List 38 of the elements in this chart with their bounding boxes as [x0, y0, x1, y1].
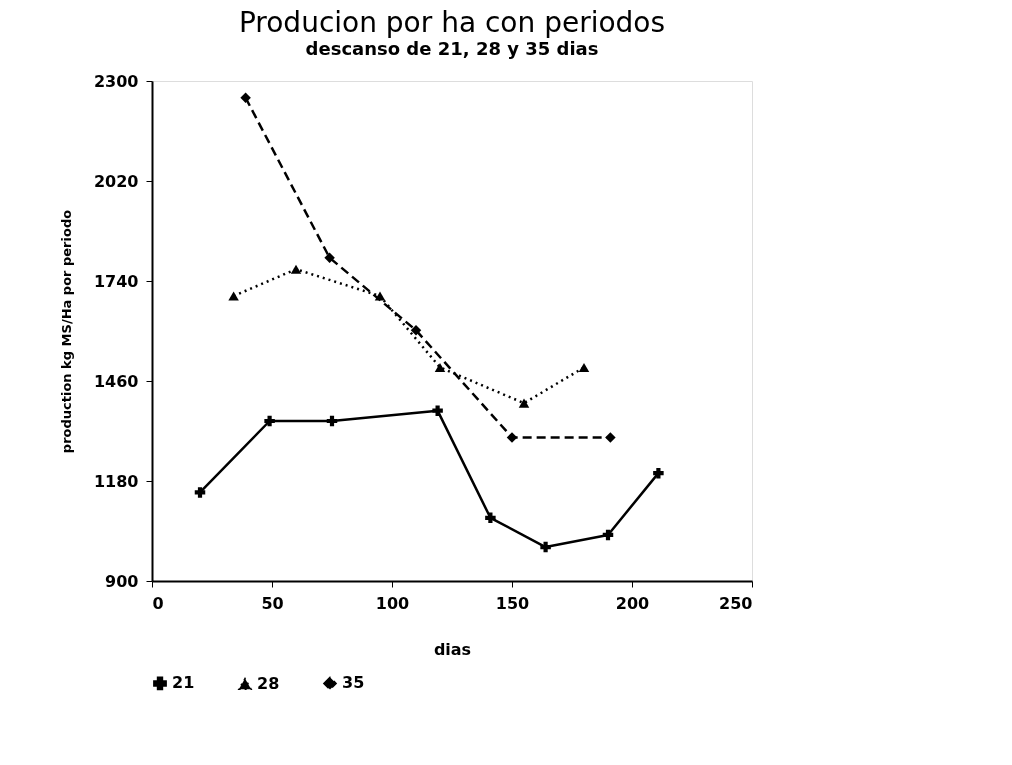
point	[602, 529, 614, 541]
x-tick-label: 200	[615, 593, 650, 613]
point	[578, 362, 590, 372]
y-tick-label: 1180	[93, 471, 139, 491]
y-tick-label: 2300	[93, 71, 139, 91]
point	[228, 291, 239, 301]
y-tick-label: 2020	[93, 171, 139, 191]
y-tick-label: 1460	[93, 371, 139, 391]
point	[653, 467, 664, 479]
point	[506, 432, 518, 443]
y-tick-label: 900	[105, 571, 139, 591]
point	[434, 362, 446, 372]
point	[374, 291, 386, 301]
legend-label: 28	[257, 673, 280, 693]
legend-label: 21	[172, 673, 195, 693]
point	[518, 398, 530, 408]
chart-subtitle: descanso de 21, 28 y 35 dias	[305, 38, 599, 59]
point	[240, 92, 251, 104]
x-tick-label: 100	[375, 593, 410, 613]
x-axis-title: dias	[433, 639, 472, 659]
x-tick-label: 150	[495, 593, 530, 613]
point	[194, 487, 206, 498]
point	[290, 264, 302, 274]
chart-title: Producion por ha con periodos	[238, 6, 666, 39]
point	[326, 415, 338, 427]
point	[605, 432, 616, 443]
point	[432, 405, 443, 416]
legend-label: 35	[342, 673, 365, 693]
x-tick-label: 0	[152, 593, 164, 613]
y-tick-label: 1740	[93, 271, 139, 291]
point	[264, 415, 275, 427]
point	[485, 512, 496, 524]
point	[540, 541, 551, 553]
x-tick-label: 50	[261, 593, 284, 613]
point	[324, 252, 335, 264]
point	[410, 325, 422, 336]
y-axis-title: production kg MS/Ha por periodo	[58, 209, 74, 454]
x-tick-label: 250	[719, 593, 753, 613]
